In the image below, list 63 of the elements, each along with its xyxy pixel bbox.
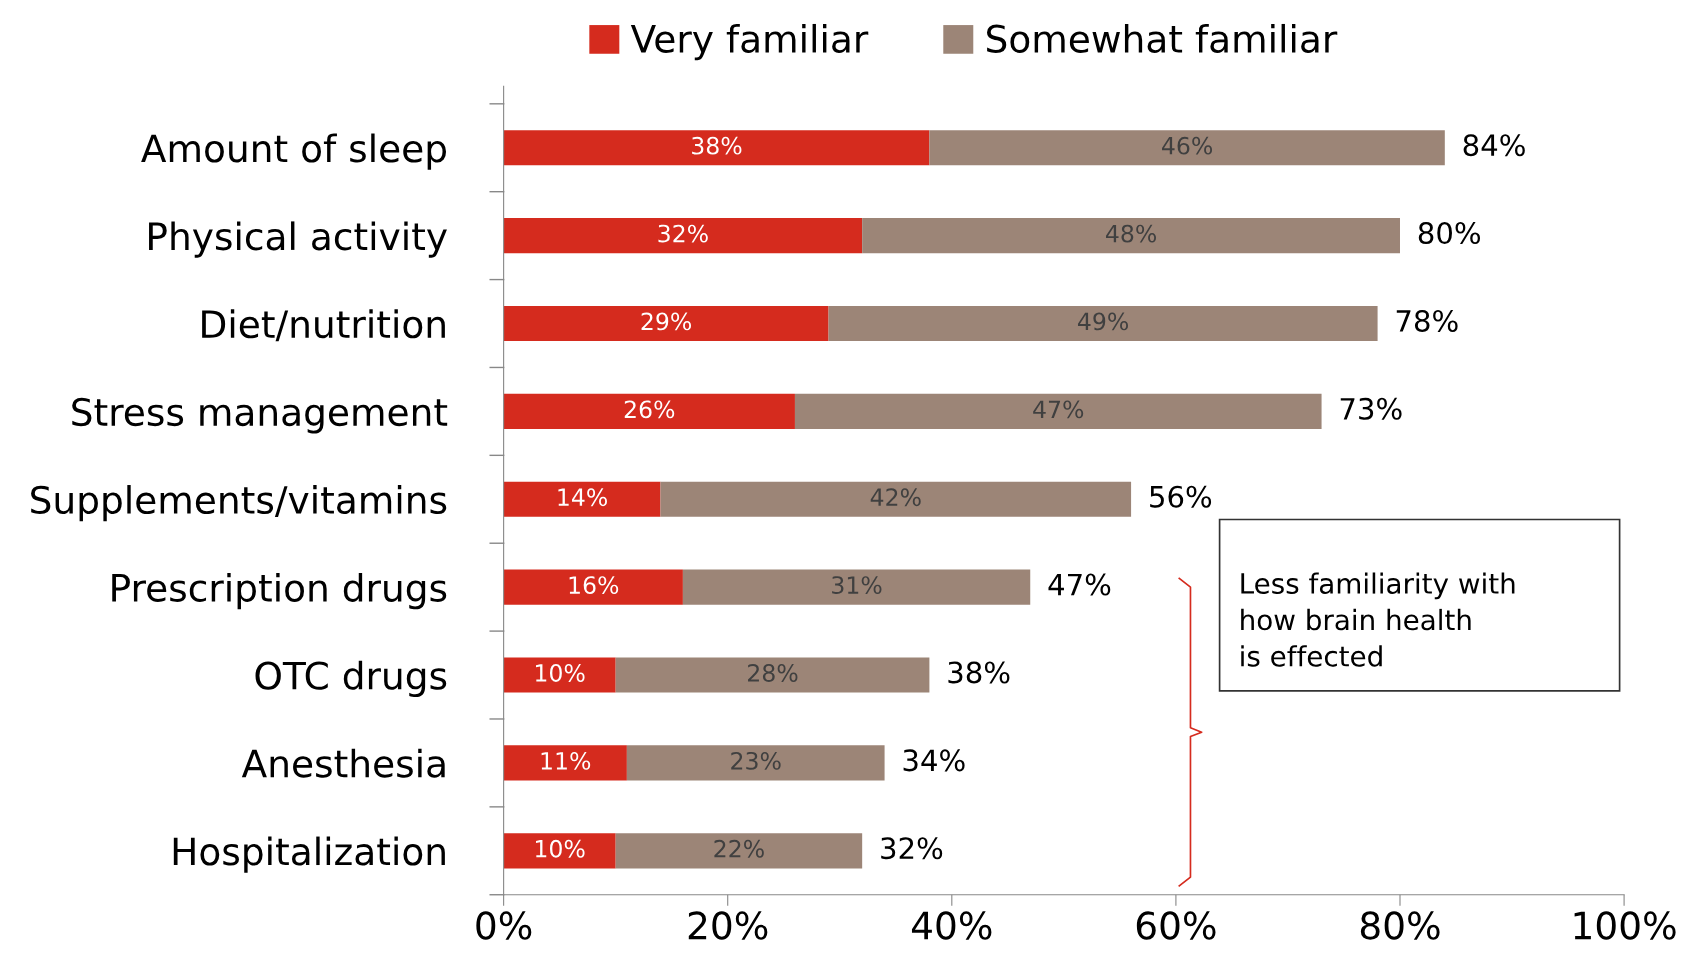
total-label: 73% [1340, 397, 1402, 420]
data-label: 10% [536, 839, 585, 858]
bar [626, 745, 885, 781]
data-label: 46% [1162, 136, 1213, 155]
y-tick-label: Stress management [72, 397, 448, 434]
x-tick-label: 60% [1136, 911, 1216, 940]
y-tick-label: Hospitalization [173, 836, 445, 873]
data-label: 49% [1077, 312, 1129, 331]
total-label: 38% [948, 661, 1010, 684]
data-label: 32% [658, 224, 708, 243]
data-label: 14% [558, 488, 607, 507]
x-tick-label: 100% [1574, 911, 1676, 940]
data-label: 28% [748, 664, 798, 682]
annotation: Less familiarity with how brain health is effected [1241, 572, 1515, 667]
y-tick-label: Diet/nutrition [202, 309, 445, 342]
bar [503, 130, 930, 166]
bar [503, 305, 829, 342]
bar [615, 657, 930, 693]
data-label: 11% [541, 751, 591, 770]
data-label: 42% [870, 488, 921, 507]
data-label: 38% [692, 136, 742, 155]
bar [682, 569, 1031, 605]
total-label: 78% [1396, 309, 1458, 332]
x-tick-label: 80% [1360, 911, 1440, 940]
y-tick-label: Anesthesia [241, 748, 445, 778]
bar [660, 481, 1132, 517]
total-label: 80% [1418, 222, 1481, 245]
bar [503, 569, 683, 605]
total-label: 84% [1463, 134, 1525, 157]
total-label: 32% [881, 837, 943, 860]
legend-label: Very familiar [630, 23, 869, 61]
bar [862, 218, 1400, 254]
bar [503, 393, 795, 429]
data-label: 29% [641, 312, 692, 331]
data-label: 23% [731, 751, 781, 770]
data-label: 48% [1106, 224, 1157, 243]
y-tick-label: Supplements/vitamins [31, 485, 447, 522]
data-label: 22% [714, 839, 764, 858]
bar [503, 657, 616, 693]
data-label: 47% [1033, 400, 1084, 419]
data-label: 10% [536, 664, 585, 682]
data-label: 16% [569, 576, 619, 595]
total-label: 34% [903, 749, 965, 772]
y-tick-label: Amount of sleep [141, 133, 447, 170]
y-tick-label: Prescription drugs [112, 572, 447, 610]
x-tick-label: 40% [911, 911, 992, 940]
data-label: 31% [832, 576, 882, 595]
bar [929, 130, 1445, 166]
bar [503, 218, 863, 254]
bar [794, 393, 1322, 429]
bar [615, 833, 863, 869]
data-label: 26% [624, 400, 675, 419]
bar [503, 745, 627, 781]
bar [503, 481, 661, 517]
total-label: 56% [1150, 485, 1212, 508]
bar [503, 833, 616, 869]
x-tick-label: 20% [688, 911, 768, 940]
x-tick-label: 0% [476, 911, 532, 940]
y-tick-label: Physical activity [149, 221, 447, 258]
y-tick-label: OTC drugs [255, 660, 447, 698]
legend-label: Somewhat familiar [987, 23, 1338, 53]
total-label: 47% [1048, 573, 1111, 596]
bar [828, 305, 1378, 342]
